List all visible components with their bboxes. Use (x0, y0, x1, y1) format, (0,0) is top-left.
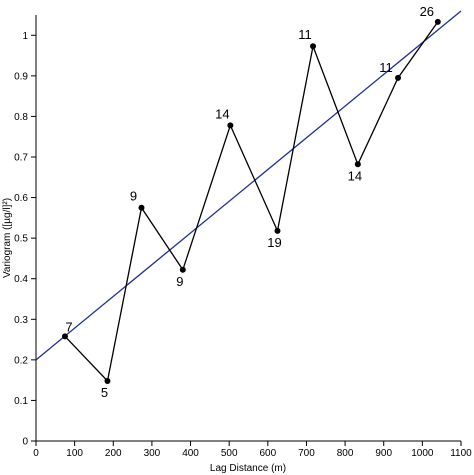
data-point (138, 204, 145, 211)
point-label: 19 (267, 235, 281, 250)
y-tick-label: 0.2 (14, 355, 28, 366)
y-tick-label: 0.8 (14, 112, 28, 123)
y-tick-label: 0.6 (14, 193, 28, 204)
y-tick-label: 1 (22, 31, 28, 42)
data-point (434, 18, 441, 25)
x-tick-label: 900 (375, 448, 392, 459)
point-label: 7 (65, 319, 72, 334)
point-label: 11 (298, 27, 312, 42)
x-tick-label: 300 (144, 448, 161, 459)
data-point (310, 43, 317, 50)
data-point (274, 227, 281, 234)
fit-line-layer (35, 10, 462, 361)
data-point (104, 377, 111, 384)
x-tick-label: 200 (105, 448, 122, 459)
x-tick-label: 500 (221, 448, 238, 459)
x-tick-label: 1100 (450, 448, 472, 459)
variogram-line (64, 21, 439, 383)
fit-line (35, 10, 462, 361)
point-label: 26 (420, 4, 434, 19)
data-point (395, 74, 402, 81)
point-labels-layer: 7 5 9 9 14 19 11 14 11 26 (65, 4, 434, 400)
x-tick-label: 100 (66, 448, 83, 459)
y-tick-label: 0.5 (14, 234, 28, 245)
data-point (179, 266, 186, 273)
x-tick-label: 600 (259, 448, 276, 459)
point-label: 9 (130, 189, 137, 204)
point-label: 9 (176, 274, 183, 289)
data-point (61, 333, 68, 340)
x-tick-label: 700 (298, 448, 315, 459)
x-tick-label: 400 (182, 448, 199, 459)
y-tick-label: 0.7 (14, 153, 28, 164)
data-point (354, 161, 361, 168)
y-tick-label: 0.9 (14, 71, 28, 82)
point-label: 11 (379, 60, 393, 75)
point-label: 14 (348, 168, 362, 183)
axes (35, 15, 461, 442)
x-tick-label: 1000 (411, 448, 434, 459)
point-label: 5 (101, 385, 108, 400)
y-tick-label: 0.3 (14, 315, 28, 326)
x-tick-label: 800 (337, 448, 354, 459)
data-series-layer (61, 18, 441, 384)
y-axis-title: Variogram ([µg/l]²) (2, 198, 13, 278)
ticks: 0 100 200 300 400 500 600 700 800 900 1000 1100 0 0.1… (14, 31, 472, 459)
point-label: 14 (215, 106, 229, 121)
data-point (227, 122, 234, 129)
y-tick-label: 0.4 (14, 274, 28, 285)
x-tick-label: 0 (33, 448, 39, 459)
y-tick-label: 0.1 (14, 396, 28, 407)
y-tick-label: 0 (22, 437, 28, 448)
x-axis-title: Lag Distance (m) (210, 463, 286, 474)
